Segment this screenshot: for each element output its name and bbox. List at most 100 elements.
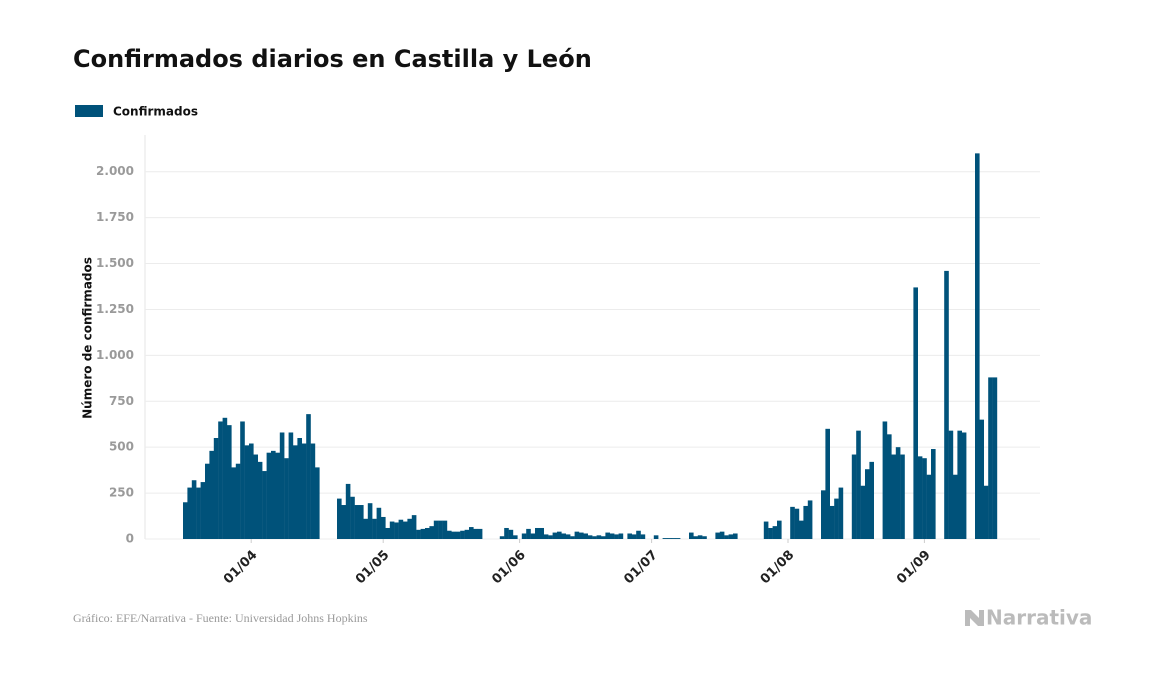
bar: [407, 518, 412, 539]
bar: [354, 505, 360, 539]
bar: [975, 153, 980, 539]
bar: [992, 377, 998, 539]
y-tick-label: 250: [109, 486, 134, 500]
bar: [882, 421, 888, 539]
bar: [266, 452, 272, 539]
bar: [988, 377, 993, 539]
chart-title: Confirmados diarios en Castilla y León: [73, 45, 592, 73]
bar: [948, 430, 954, 539]
bar: [856, 430, 861, 539]
bar: [403, 521, 408, 539]
bar: [464, 529, 470, 539]
bar: [455, 531, 461, 539]
bar: [227, 425, 232, 539]
bar: [697, 535, 703, 539]
bar: [794, 508, 800, 539]
bar: [253, 454, 258, 539]
y-tick-label: 500: [109, 440, 134, 454]
bar: [763, 521, 769, 539]
bar: [376, 507, 382, 539]
bar: [631, 534, 637, 539]
bar: [306, 414, 311, 539]
y-tick-label: 1.750: [96, 210, 134, 224]
bar: [922, 458, 927, 539]
bar: [521, 533, 527, 539]
bar: [851, 454, 857, 539]
bar: [689, 532, 694, 539]
bar: [504, 527, 509, 539]
bar: [429, 526, 434, 539]
bar: [601, 536, 606, 539]
x-tick-label: 01/08: [758, 548, 798, 588]
bar: [953, 474, 958, 539]
bar: [187, 487, 192, 539]
bar: [693, 536, 698, 539]
x-tick-label: 01/07: [621, 548, 661, 588]
bar: [530, 533, 536, 539]
bar: [768, 527, 773, 539]
bar: [196, 487, 201, 539]
bar: [359, 505, 364, 539]
bar: [667, 538, 672, 539]
bar: [587, 535, 593, 539]
bar: [869, 461, 874, 539]
bar: [834, 498, 839, 539]
bar: [218, 421, 223, 539]
bar: [944, 270, 949, 539]
bar: [372, 518, 377, 539]
bar: [350, 496, 355, 539]
brand-icon: [965, 610, 984, 626]
bar: [240, 421, 245, 539]
bar: [957, 430, 962, 539]
y-tick-label: 0: [126, 532, 134, 546]
bar: [183, 502, 188, 539]
bar: [499, 536, 505, 539]
x-tick-label: 01/09: [894, 548, 934, 588]
bar: [627, 533, 632, 539]
bar: [829, 505, 835, 539]
bar: [284, 458, 289, 539]
bar: [341, 505, 346, 539]
bar: [539, 527, 544, 539]
bar: [425, 527, 430, 539]
bar: [275, 452, 280, 539]
bar: [451, 531, 456, 539]
bar: [592, 536, 597, 539]
bar: [926, 474, 932, 539]
bar: [570, 536, 575, 539]
bar: [799, 520, 804, 539]
bar: [310, 443, 316, 539]
bar: [733, 533, 738, 539]
bar: [838, 487, 844, 539]
y-tick-label: 1.250: [96, 302, 134, 316]
bar: [411, 515, 417, 539]
bar: [605, 532, 610, 539]
bar: [244, 445, 250, 539]
bar: [213, 438, 219, 539]
legend-label: Confirmados: [113, 105, 198, 119]
bar: [702, 536, 707, 539]
bar: [913, 287, 918, 539]
bar: [209, 450, 214, 539]
y-tick-label: 750: [109, 394, 134, 408]
bar: [200, 482, 206, 539]
bar: [719, 531, 725, 539]
bar: [728, 534, 734, 539]
bar: [293, 445, 298, 539]
legend-swatch: [75, 105, 103, 117]
bar: [895, 447, 901, 539]
bar: [469, 527, 474, 539]
bar: [653, 535, 659, 539]
bar: [887, 434, 892, 539]
bar: [931, 449, 936, 539]
bar: [543, 534, 549, 539]
bar: [579, 532, 584, 539]
bar: [508, 529, 514, 539]
bar: [279, 432, 285, 539]
bar: [297, 438, 302, 539]
bar: [891, 454, 896, 539]
y-tick-label: 1.500: [96, 256, 134, 270]
bar: [640, 534, 646, 539]
bar: [614, 534, 619, 539]
bar: [416, 529, 421, 539]
